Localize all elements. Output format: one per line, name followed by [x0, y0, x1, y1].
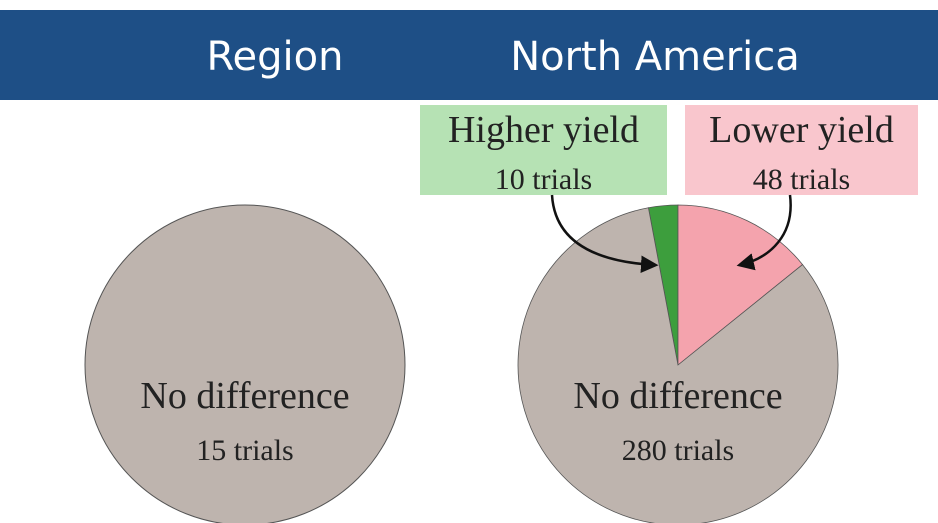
pie-slice	[517, 207, 839, 523]
arrow	[550, 194, 659, 273]
slice-label: Higher yield	[448, 109, 639, 151]
value-label: 10 trials	[495, 163, 593, 196]
header-bar	[0, 10, 938, 100]
value-label: 280 trials	[622, 434, 735, 467]
slice-label: Lower yield	[709, 109, 894, 151]
pie-slice	[677, 204, 804, 366]
slice-label: No difference	[140, 375, 349, 417]
slice-label: No difference	[573, 375, 782, 417]
pie-title: Region	[207, 34, 344, 80]
value-label: 48 trials	[753, 163, 851, 196]
pie-title: North America	[510, 34, 800, 80]
pie-slice	[84, 204, 406, 523]
arrow	[736, 194, 792, 271]
label-box	[420, 105, 667, 195]
label-box	[685, 105, 918, 195]
value-label: 15 trials	[196, 434, 294, 467]
